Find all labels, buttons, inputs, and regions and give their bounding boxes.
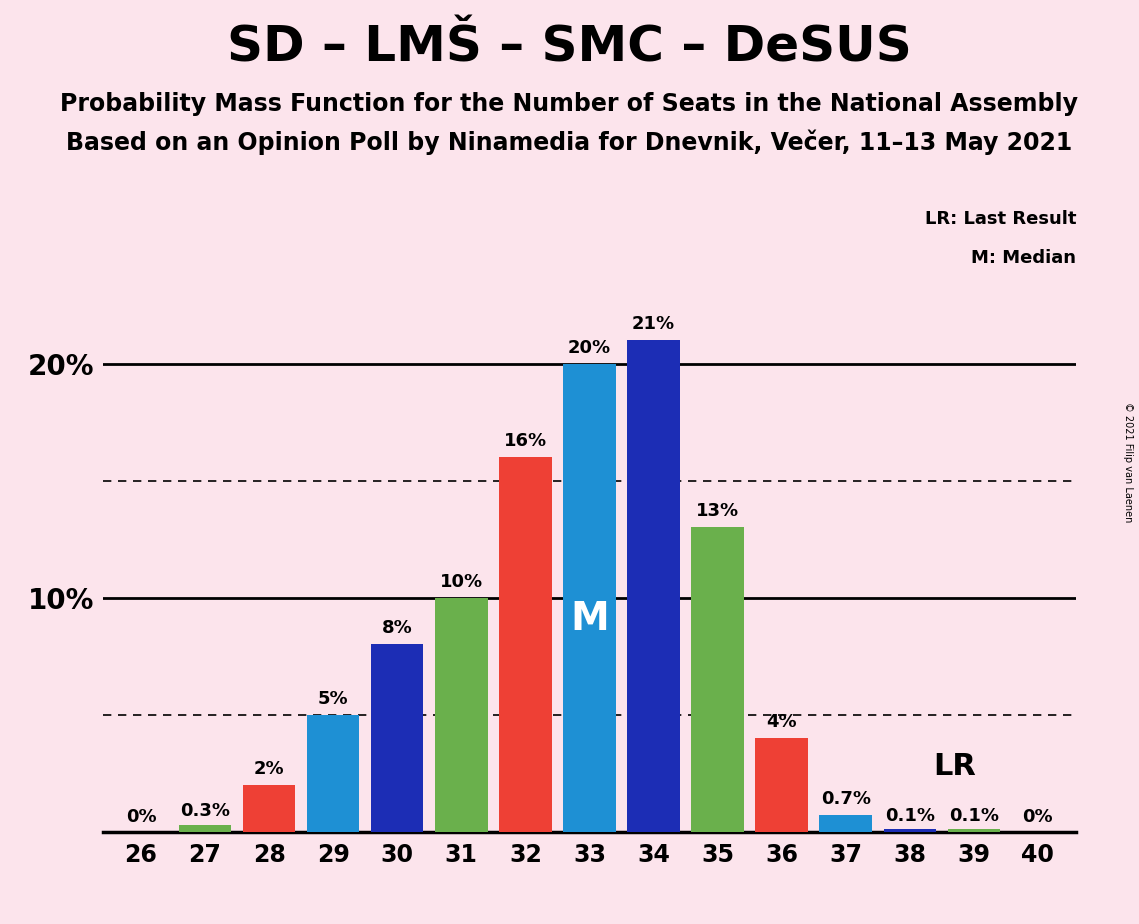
- Text: 0.7%: 0.7%: [821, 790, 870, 808]
- Bar: [628, 340, 680, 832]
- Text: 5%: 5%: [318, 689, 349, 708]
- Text: 21%: 21%: [632, 315, 675, 334]
- Text: 13%: 13%: [696, 503, 739, 520]
- Bar: [948, 829, 1000, 832]
- Text: LR: Last Result: LR: Last Result: [925, 211, 1076, 228]
- Bar: [306, 714, 360, 832]
- Bar: [243, 784, 295, 832]
- Text: M: Median: M: Median: [972, 249, 1076, 267]
- Bar: [563, 364, 616, 832]
- Text: 10%: 10%: [440, 573, 483, 590]
- Text: 0%: 0%: [1023, 808, 1054, 826]
- Bar: [435, 598, 487, 832]
- Bar: [819, 815, 872, 832]
- Text: Probability Mass Function for the Number of Seats in the National Assembly: Probability Mass Function for the Number…: [60, 92, 1079, 116]
- Text: 20%: 20%: [568, 339, 611, 357]
- Text: LR: LR: [933, 751, 976, 781]
- Text: 0.1%: 0.1%: [885, 807, 935, 824]
- Bar: [371, 644, 424, 832]
- Text: 2%: 2%: [254, 760, 285, 778]
- Bar: [179, 824, 231, 832]
- Text: 0.1%: 0.1%: [949, 807, 999, 824]
- Text: 8%: 8%: [382, 619, 412, 638]
- Text: SD – LMŠ – SMC – DeSUS: SD – LMŠ – SMC – DeSUS: [227, 23, 912, 71]
- Text: 0%: 0%: [125, 808, 156, 826]
- Text: 0.3%: 0.3%: [180, 802, 230, 820]
- Text: 16%: 16%: [503, 432, 547, 450]
- Bar: [884, 829, 936, 832]
- Bar: [499, 457, 551, 832]
- Text: 4%: 4%: [767, 713, 797, 731]
- Text: © 2021 Filip van Laenen: © 2021 Filip van Laenen: [1123, 402, 1132, 522]
- Text: Based on an Opinion Poll by Ninamedia for Dnevnik, Večer, 11–13 May 2021: Based on an Opinion Poll by Ninamedia fo…: [66, 129, 1073, 155]
- Text: M: M: [570, 600, 609, 638]
- Bar: [755, 738, 808, 832]
- Bar: [691, 528, 744, 832]
